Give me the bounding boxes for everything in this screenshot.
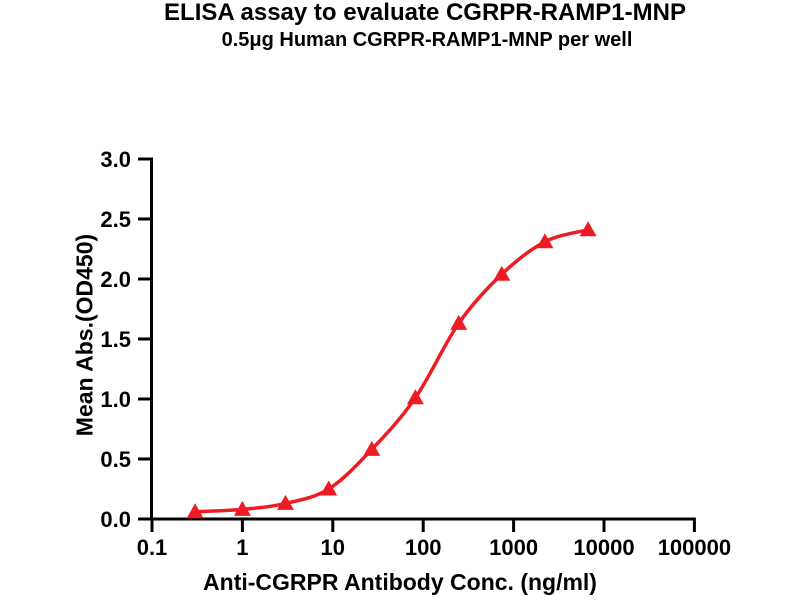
x-tick-label: 10000 [573, 535, 634, 560]
y-tick-label: 0.5 [100, 447, 131, 472]
x-tick-label: 1000 [489, 535, 538, 560]
x-tick-label: 1 [236, 535, 248, 560]
y-tick-label: 2.0 [100, 267, 131, 292]
data-point-marker [536, 233, 554, 249]
data-point-marker [406, 389, 424, 405]
y-tick-label: 3.0 [100, 147, 131, 172]
x-tick-label: 100 [405, 535, 442, 560]
x-tick-label: 10 [321, 535, 345, 560]
data-point-marker [493, 265, 511, 281]
chart-subtitle: 0.5μg Human CGRPR-RAMP1-MNP per well [221, 29, 633, 51]
data-point-marker [450, 314, 468, 330]
data-point-marker [363, 440, 381, 456]
dose-response-curve [193, 228, 590, 514]
data-point-marker [579, 221, 597, 237]
data-point-marker [320, 480, 338, 496]
x-tick-label: 100000 [658, 535, 731, 560]
data-point-marker [233, 500, 251, 516]
x-axis-title: Anti-CGRPR Antibody Conc. (ng/ml) [203, 569, 597, 595]
data-point-marker [186, 503, 204, 519]
y-tick-label: 1.0 [100, 387, 131, 412]
data-point-marker [277, 494, 294, 510]
y-tick-label: 0.0 [100, 507, 131, 532]
y-tick-label: 1.5 [100, 327, 131, 352]
chart-title: ELISA assay to evaluate CGRPR-RAMP1-MNP [164, 0, 686, 26]
x-tick-label: 0.1 [137, 535, 168, 560]
y-tick-label: 2.5 [100, 207, 131, 232]
